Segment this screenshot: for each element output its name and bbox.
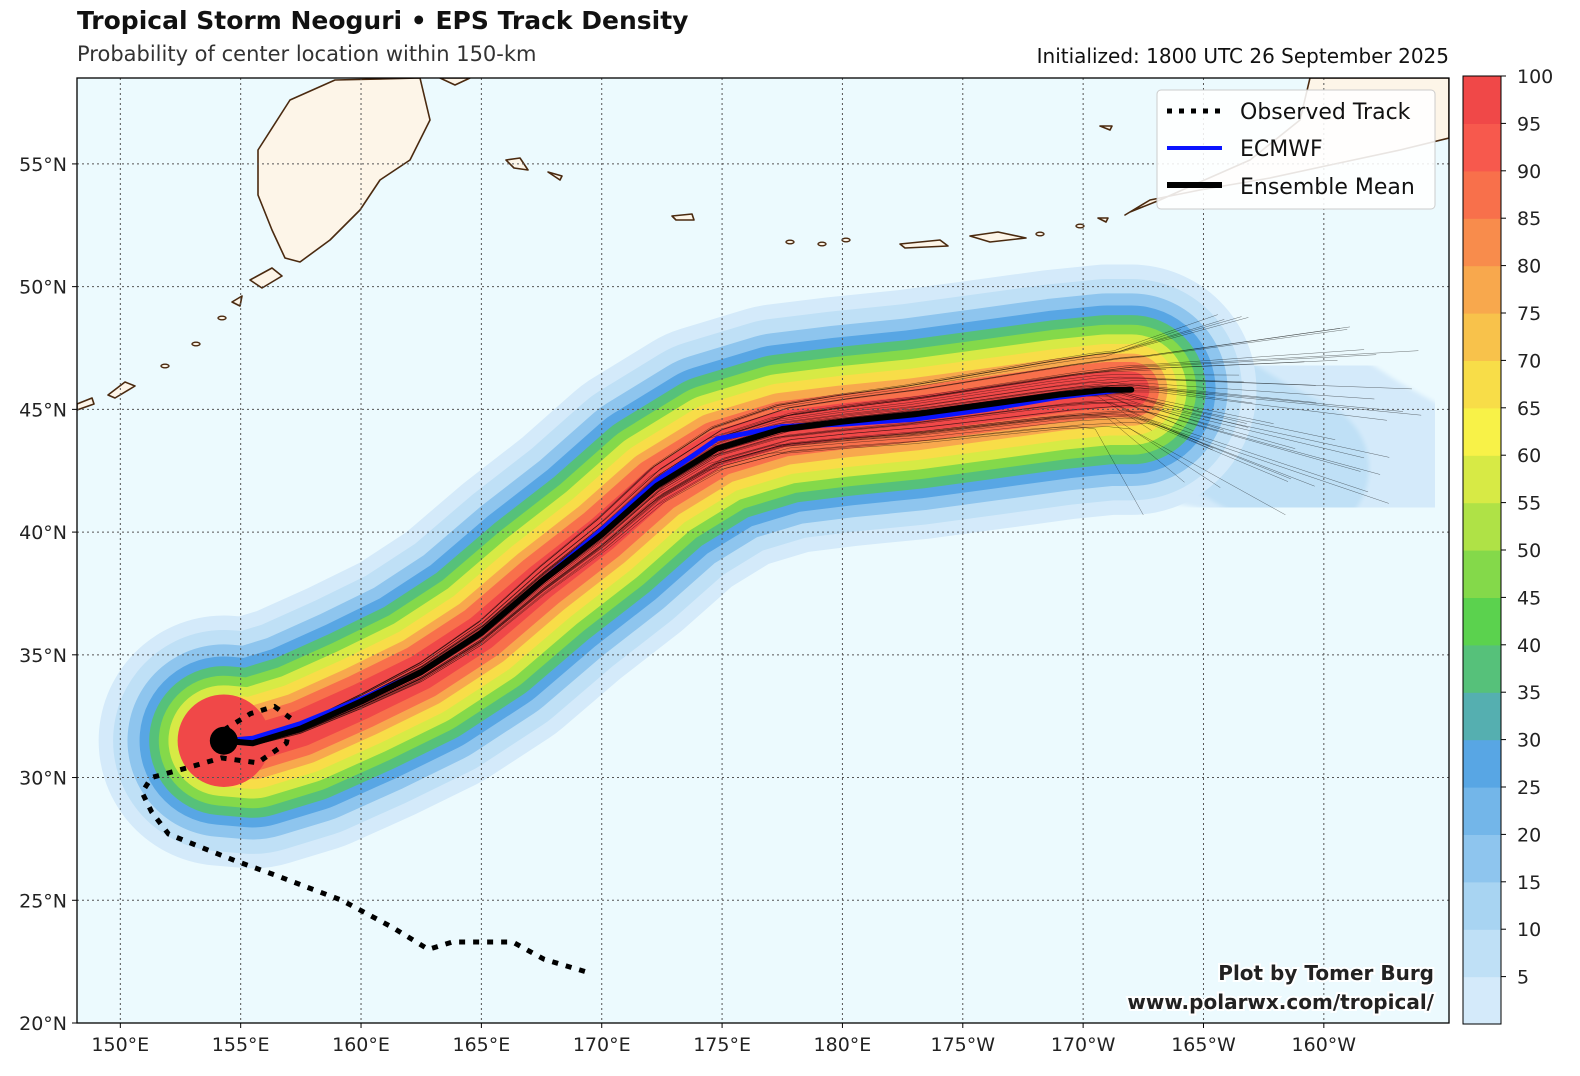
ensemble-member-track <box>223 326 1350 742</box>
colorbar-segment <box>1463 597 1501 646</box>
colorbar-tick-label: 40 <box>1517 635 1541 657</box>
colorbar-segment <box>1463 834 1501 883</box>
colorbar-tick-label: 70 <box>1517 350 1541 372</box>
colorbar-tick-label: 60 <box>1517 445 1541 467</box>
observed-track <box>139 703 586 974</box>
colorbar-tick-label: 95 <box>1517 113 1541 135</box>
colorbar-tick-label: 50 <box>1517 540 1541 562</box>
latitude-tick-label: 20°N <box>19 1013 67 1035</box>
latitude-tick-label: 25°N <box>19 890 67 912</box>
map-frame <box>76 77 1450 1024</box>
colorbar-segment <box>1463 265 1501 314</box>
colorbar-tick-label: 80 <box>1517 256 1541 278</box>
colorbar-segment <box>1463 881 1501 930</box>
ensemble-member-track <box>223 317 1249 742</box>
colorbar-tick-label: 85 <box>1517 208 1541 230</box>
colorbar-segment <box>1463 692 1501 741</box>
forecast-tracks <box>139 386 1135 974</box>
legend-observed-label: Observed Track <box>1240 100 1411 125</box>
ensemble-member-track <box>223 426 1286 746</box>
colorbar-tick-label: 5 <box>1517 967 1529 989</box>
colorbar-segment <box>1463 170 1501 219</box>
longitude-ticks: 150°E 155°E 160°E 165°E 170°E 175°E 180°E 175°W… <box>91 1023 1356 1056</box>
longitude-tick-label: 175°E <box>693 1034 751 1056</box>
colorbar-tick-label: 25 <box>1517 777 1541 799</box>
colorbar-segment <box>1463 360 1501 409</box>
longitude-tick-label: 150°E <box>91 1034 149 1056</box>
colorbar-tick-label: 15 <box>1517 872 1541 894</box>
colorbar-segment <box>1463 550 1501 598</box>
ecmwf-track <box>221 387 1127 744</box>
colorbar-segment <box>1463 313 1501 361</box>
ensemble-member-track <box>223 410 1361 745</box>
longitude-tick-label: 160°E <box>332 1034 390 1056</box>
colorbar-tick-label: 30 <box>1517 730 1541 752</box>
longitude-tick-label: 160°W <box>1292 1034 1357 1056</box>
colorbar-segment <box>1463 929 1501 978</box>
colorbar-tick-label: 75 <box>1517 303 1541 325</box>
colorbar-segment <box>1463 739 1501 788</box>
colorbar-segment <box>1463 644 1501 693</box>
longitude-tick-label: 175°W <box>931 1034 996 1056</box>
colorbar-tick-label: 90 <box>1517 161 1541 183</box>
latitude-tick-label: 45°N <box>19 399 67 421</box>
credit-url: www.polarwx.com/tropical/ <box>1127 990 1434 1014</box>
plot-title: Tropical Storm Neoguri • EPS Track Densi… <box>77 6 689 35</box>
initialized-time: Initialized: 1800 UTC 26 September 2025 <box>1036 44 1449 68</box>
colorbar-tick-label: 20 <box>1517 824 1541 846</box>
longitude-tick-label: 165°W <box>1171 1034 1236 1056</box>
longitude-tick-label: 170°E <box>573 1034 631 1056</box>
colorbar-tick-label: 55 <box>1517 493 1541 515</box>
colorbar-segment <box>1463 407 1501 456</box>
latitude-tick-label: 50°N <box>19 277 67 299</box>
ensemble-member-track <box>223 329 1181 742</box>
colorbar-tick-label: 100 <box>1517 66 1553 88</box>
colorbar-tick-label: 35 <box>1517 682 1541 704</box>
colorbar-tick-label: 45 <box>1517 587 1541 609</box>
latitude-tick-label: 30°N <box>19 768 67 790</box>
colorbar-segment <box>1463 787 1501 835</box>
legend-box: Observed Track ECMWF Ensemble Mean <box>1156 89 1436 210</box>
current-position-marker <box>209 726 238 755</box>
latitude-ticks: 20°N 25°N 30°N 35°N 40°N 45°N 50°N 55°N <box>19 154 77 1035</box>
ensemble-mean-track <box>220 386 1135 747</box>
ensemble-member-track <box>223 411 1381 745</box>
latitude-tick-label: 55°N <box>19 154 67 176</box>
legend-mean-label: Ensemble Mean <box>1240 175 1415 200</box>
colorbar-tick-label: 10 <box>1517 919 1541 941</box>
credit-author: Plot by Tomer Burg <box>1218 961 1434 985</box>
colorbar-tick-label: 65 <box>1517 398 1541 420</box>
longitude-tick-label: 180°E <box>814 1034 872 1056</box>
latitude-tick-label: 40°N <box>19 522 67 544</box>
colorbar-segment <box>1463 455 1501 504</box>
longitude-tick-label: 165°E <box>452 1034 510 1056</box>
colorbar-segment <box>1463 123 1501 172</box>
longitude-tick-label: 170°W <box>1051 1034 1116 1056</box>
legend-ecmwf-label: ECMWF <box>1240 137 1323 162</box>
ensemble-member-track <box>223 422 1389 746</box>
probability-colorbar: 5 10 15 20 25 30 35 40 45 50 55 60 65 70 75 80 85 90 95 100 <box>1462 66 1553 1025</box>
ensemble-member-track <box>223 415 1315 746</box>
ensemble-member-track <box>223 417 1369 746</box>
lat-lon-grid <box>77 78 1449 1023</box>
colorbar-segment <box>1463 976 1501 1025</box>
latitude-tick-label: 35°N <box>19 645 67 667</box>
longitude-tick-label: 155°E <box>212 1034 270 1056</box>
colorbar-segment <box>1463 502 1501 551</box>
colorbar-segment <box>1463 76 1501 124</box>
plot-subtitle: Probability of center location within 15… <box>77 42 537 66</box>
colorbar-segment <box>1463 218 1501 267</box>
